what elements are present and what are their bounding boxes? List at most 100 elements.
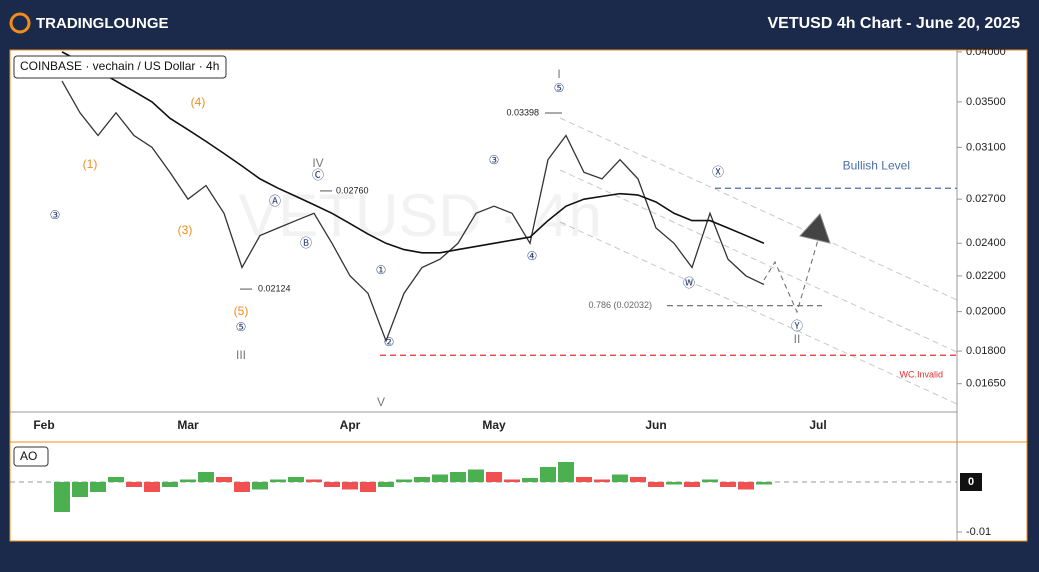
y-tick-label: 0.01650 xyxy=(966,378,1006,390)
wave-label: Ⓧ xyxy=(712,165,724,179)
ao-bar xyxy=(486,472,502,482)
ao-bar xyxy=(720,482,736,487)
ao-bar xyxy=(504,479,520,482)
price-line xyxy=(61,80,765,343)
ao-bar xyxy=(198,472,214,482)
y-tick-label: 0.02000 xyxy=(966,306,1006,318)
wave-label: Ⓑ xyxy=(300,236,312,250)
wave-label: (1) xyxy=(83,157,98,171)
ao-bar xyxy=(414,477,430,482)
ao-bar xyxy=(666,482,682,485)
ao-bar xyxy=(432,474,448,482)
ao-bar xyxy=(288,477,304,482)
x-tick-label: Feb xyxy=(33,418,54,432)
wave-label: V xyxy=(377,395,385,409)
ao-bar xyxy=(126,482,142,487)
x-tick-label: Mar xyxy=(177,418,199,432)
y-tick-label: 0 xyxy=(968,476,974,488)
wave-label: ② xyxy=(384,335,395,349)
price-note: 0.02760 xyxy=(336,185,369,195)
ao-bar xyxy=(216,477,232,482)
ao-bar xyxy=(252,482,268,490)
ao-bar xyxy=(738,482,754,490)
wave-label: ④ xyxy=(527,249,538,263)
y-tick-label: 0.02700 xyxy=(966,193,1006,205)
x-tick-label: Apr xyxy=(340,418,361,432)
ao-bar xyxy=(180,479,196,482)
y-tick-label: 0.02200 xyxy=(966,270,1006,282)
ao-bar xyxy=(270,479,286,482)
price-note: 0.02124 xyxy=(258,283,291,293)
y-tick-label: 0.03500 xyxy=(966,96,1006,108)
ao-bar xyxy=(648,482,664,487)
y-tick-label: 0.04000 xyxy=(966,46,1006,58)
ao-box xyxy=(13,446,49,467)
ao-bar xyxy=(612,474,628,482)
ao-bar xyxy=(450,472,466,482)
brand-icon xyxy=(9,12,31,34)
ao-bar xyxy=(72,482,88,497)
wave-label: III xyxy=(236,348,246,362)
x-tick-label: Jul xyxy=(809,418,826,432)
y-tick-label: 0.03100 xyxy=(966,141,1006,153)
ao-bar xyxy=(108,477,124,482)
ao-bar xyxy=(144,482,160,492)
wave-label: II xyxy=(794,332,801,346)
ao-title: AO xyxy=(20,449,37,463)
wave-label: Ⓦ xyxy=(683,276,695,290)
ao-bar xyxy=(684,482,700,487)
wave-label: Ⓒ xyxy=(312,168,324,182)
wave-label: ⑤ xyxy=(554,81,565,95)
ao-bar xyxy=(360,482,376,492)
level-label: 0.786 (0.02032) xyxy=(588,300,652,310)
wave-label: I xyxy=(557,67,560,81)
ao-bar xyxy=(234,482,250,492)
level-label: Bullish Level xyxy=(843,158,910,172)
projection xyxy=(763,239,819,314)
price-note: 0.03398 xyxy=(506,107,539,117)
ao-bar xyxy=(90,482,106,492)
ao-bar xyxy=(594,479,610,482)
y-tick-label: -0.01 xyxy=(966,526,991,538)
ao-bar xyxy=(558,462,574,482)
target-arrow xyxy=(799,213,831,244)
ao-bar xyxy=(396,479,412,482)
channel xyxy=(559,117,958,405)
page-title: VETUSD 4h Chart - June 20, 2025 xyxy=(767,15,1020,32)
ao-bar xyxy=(630,477,646,482)
symbol-box xyxy=(13,55,227,79)
symbol: COINBASE · vechain / US Dollar · 4h xyxy=(20,59,219,73)
ao-bar xyxy=(576,477,592,482)
ao-bar xyxy=(306,479,322,482)
zero-badge xyxy=(960,473,982,491)
watermark: VETUSD · 4h xyxy=(238,182,601,249)
wave-label: IV xyxy=(312,156,323,170)
wave-label: ① xyxy=(376,263,387,277)
ao-bar xyxy=(324,482,340,487)
ao-bar xyxy=(540,467,556,482)
ao-bar xyxy=(702,479,718,482)
wave-label: Ⓐ xyxy=(269,194,281,208)
wave-label: (3) xyxy=(178,223,193,237)
y-tick-label: 0.02400 xyxy=(966,237,1006,249)
wave-label: ③ xyxy=(489,153,500,167)
ao-bar xyxy=(378,482,394,487)
y-tick-label: 0.01800 xyxy=(966,345,1006,357)
wave-label: (4) xyxy=(191,95,206,109)
chart-panel xyxy=(9,49,1028,542)
brand: TRADINGLOUNGE xyxy=(36,15,169,32)
wave-label: Ⓨ xyxy=(791,319,803,333)
ao-bar xyxy=(522,478,538,482)
ao-bar xyxy=(54,482,70,512)
x-tick-label: Jun xyxy=(645,418,666,432)
wave-label: ③ xyxy=(50,208,61,222)
wave-label: ⑤ xyxy=(236,320,247,334)
ao-bar xyxy=(468,469,484,482)
level-label: WC.Invalid xyxy=(899,370,943,380)
price-line xyxy=(61,51,765,254)
x-tick-label: May xyxy=(482,418,506,432)
ao-bar xyxy=(342,482,358,490)
wave-label: (5) xyxy=(234,304,249,318)
ao-bar xyxy=(162,482,178,487)
